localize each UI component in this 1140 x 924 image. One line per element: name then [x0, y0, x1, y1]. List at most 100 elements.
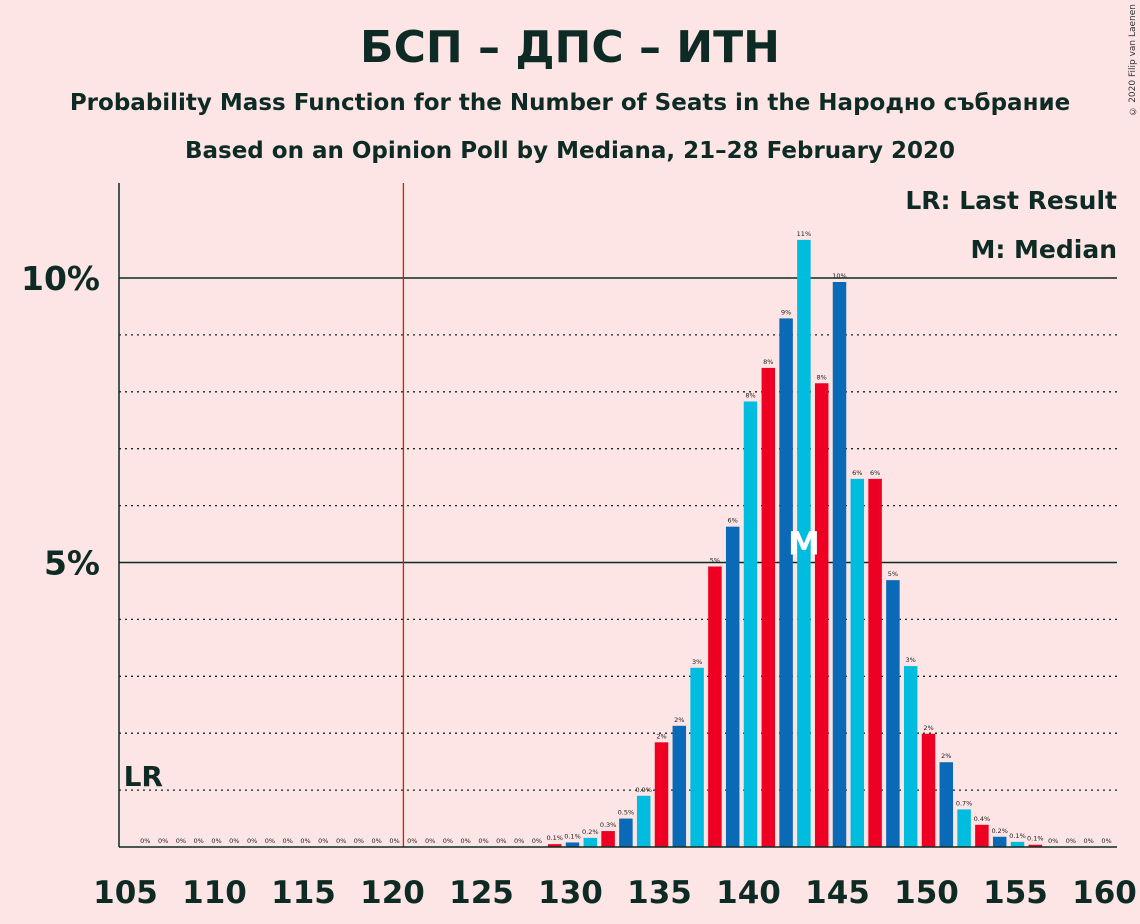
bar-label-153: 0.4% [974, 815, 991, 823]
bar-label-133: 0.5% [618, 809, 635, 817]
bar-label-120: 0% [389, 837, 399, 845]
bar-144 [814, 383, 829, 847]
bar-label-154: 0.2% [991, 827, 1008, 835]
bar-label-151: 2% [941, 752, 951, 760]
bar-140 [743, 401, 758, 847]
bar-label-138: 5% [710, 556, 720, 564]
bar-147 [868, 478, 882, 847]
bar-label-160: 0% [1101, 837, 1111, 845]
bar-143 [797, 239, 811, 847]
bar-label-123: 0% [443, 837, 453, 845]
x-tick-label: 130 [538, 875, 603, 911]
bar-label-147: 6% [870, 469, 880, 477]
bar-label-139: 6% [728, 517, 738, 525]
bar-labels-group: 0% 0% 0% 0% 0% 0% 0% 0% 0% 0% 0% 0% 0% 0% 0% 0% 0% 0% 0% 0%… [140, 230, 1112, 845]
grid-lines [119, 277, 1117, 791]
axes-group: LR 5% 10% 105 110 115 120 125 130 135 140 145 150 155… [21, 183, 1137, 911]
bar-label-124: 0% [461, 837, 471, 845]
bar-label-130: 0.1% [564, 832, 581, 840]
bar-label-106: 0% [140, 837, 150, 845]
legend-median: M: Median [970, 235, 1117, 264]
bar-label-122: 0% [425, 837, 435, 845]
x-tick-label: 120 [360, 875, 425, 911]
bar-label-109: 0% [194, 837, 204, 845]
legend-last-result: LR: Last Result [905, 186, 1117, 215]
median-marker: M [788, 524, 820, 562]
bar-153 [975, 824, 989, 847]
bar-label-134: 0.9% [635, 786, 652, 794]
bar-154 [992, 836, 1007, 847]
bar-label-116: 0% [318, 837, 328, 845]
bars-group [547, 239, 1043, 847]
bar-label-149: 3% [906, 656, 916, 664]
bar-label-119: 0% [372, 837, 382, 845]
bar-137 [690, 667, 704, 847]
bar-label-142: 9% [781, 308, 791, 316]
bar-label-156: 0.1% [1027, 835, 1044, 843]
bar-label-121: 0% [407, 837, 417, 845]
x-tick-label: 105 [93, 875, 158, 911]
bar-label-128: 0% [532, 837, 542, 845]
bar-130 [565, 842, 580, 847]
bar-label-145: 10% [832, 272, 846, 280]
bar-label-150: 2% [923, 724, 933, 732]
chart-title: БСП – ДПС – ИТН [360, 22, 780, 73]
x-tick-label: 125 [449, 875, 514, 911]
bar-label-118: 0% [354, 837, 364, 845]
bar-131 [583, 837, 598, 847]
bar-132 [601, 831, 615, 847]
bar-label-148: 5% [888, 570, 898, 578]
bar-155 [1010, 841, 1025, 847]
x-tick-label: 150 [894, 875, 959, 911]
bar-label-144: 8% [817, 373, 827, 381]
bar-133 [619, 818, 633, 847]
bar-label-126: 0% [496, 837, 506, 845]
bar-label-117: 0% [336, 837, 346, 845]
bar-label-140: 8% [745, 391, 755, 399]
y-tick-label: 5% [44, 544, 100, 583]
last-result-label: LR [124, 760, 163, 793]
x-tick-label: 135 [627, 875, 692, 911]
bar-label-110: 0% [211, 837, 221, 845]
bar-label-152: 0.7% [956, 799, 973, 807]
bar-label-135: 2% [656, 732, 666, 740]
bar-label-111: 0% [229, 837, 239, 845]
bar-label-107: 0% [158, 837, 168, 845]
x-tick-label: 115 [271, 875, 336, 911]
bar-label-141: 8% [763, 358, 773, 366]
bar-label-125: 0% [478, 837, 488, 845]
bar-146 [850, 478, 865, 847]
bar-129 [547, 844, 562, 847]
bar-136 [672, 725, 687, 847]
bar-label-129: 0.1% [546, 834, 563, 842]
bar-135 [654, 742, 669, 847]
bar-150 [921, 733, 936, 847]
y-tick-label: 10% [21, 259, 100, 298]
chart-source-line: Based on an Opinion Poll by Mediana, 21–… [184, 138, 956, 164]
bar-151 [939, 762, 954, 847]
bar-label-137: 3% [692, 658, 702, 666]
bar-label-157: 0% [1048, 837, 1058, 845]
bar-label-112: 0% [247, 837, 257, 845]
bar-139 [725, 526, 740, 847]
bar-134 [636, 795, 651, 847]
bar-152 [957, 809, 971, 847]
bar-label-108: 0% [176, 837, 186, 845]
bar-label-159: 0% [1084, 837, 1094, 845]
bar-138 [708, 566, 722, 847]
bar-141 [761, 367, 776, 847]
bar-label-115: 0% [300, 837, 310, 845]
bar-142 [779, 318, 793, 847]
x-tick-label: 110 [182, 875, 247, 911]
x-tick-label: 140 [716, 875, 781, 911]
bar-label-146: 6% [852, 469, 862, 477]
bar-label-131: 0.2% [582, 828, 599, 836]
bar-label-113: 0% [265, 837, 275, 845]
chart-subtitle: Probability Mass Function for the Number… [69, 90, 1071, 116]
x-tick-label: 145 [805, 875, 870, 911]
bar-label-143: 11% [797, 230, 811, 238]
bar-148 [886, 580, 900, 847]
bar-145 [832, 281, 847, 847]
bar-label-114: 0% [283, 837, 293, 845]
